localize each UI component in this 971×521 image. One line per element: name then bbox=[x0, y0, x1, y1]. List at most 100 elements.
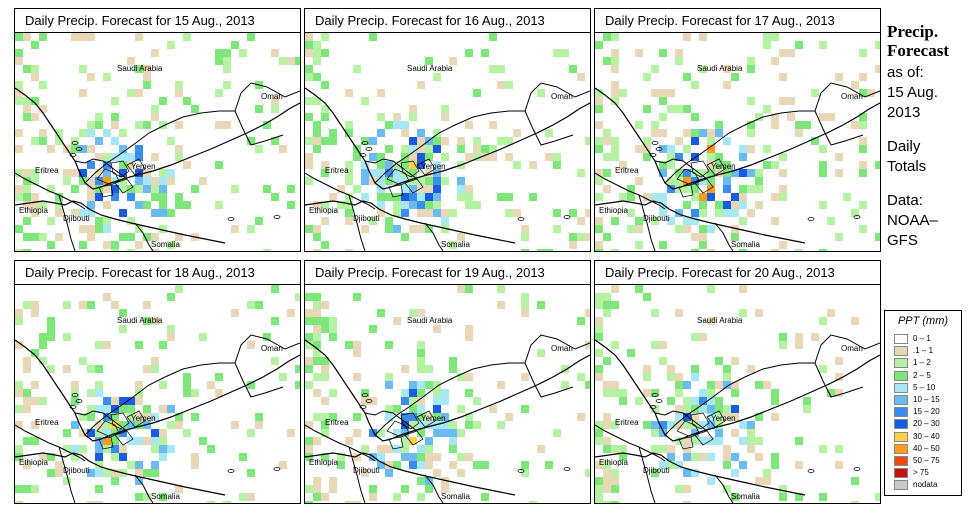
precip-cell bbox=[401, 145, 409, 153]
precip-cell bbox=[191, 185, 199, 193]
precip-cell bbox=[15, 421, 23, 429]
precip-cell bbox=[15, 89, 23, 97]
precip-cell bbox=[401, 161, 409, 169]
precip-cell bbox=[449, 437, 457, 445]
precip-cell bbox=[595, 121, 603, 129]
precip-cell bbox=[159, 97, 167, 105]
precip-cell bbox=[167, 209, 175, 217]
precip-cell bbox=[577, 373, 585, 381]
precip-cell bbox=[585, 469, 590, 477]
precip-cell bbox=[313, 325, 321, 333]
precip-cell bbox=[361, 177, 369, 185]
legend-label: 40 – 50 bbox=[913, 443, 940, 453]
country-border bbox=[638, 194, 656, 251]
precip-cell bbox=[151, 461, 159, 469]
precip-cell bbox=[763, 381, 771, 389]
precip-cell bbox=[595, 97, 603, 105]
precip-cell bbox=[545, 153, 553, 161]
precip-cell bbox=[425, 145, 433, 153]
precip-cell bbox=[15, 57, 23, 65]
precip-cell bbox=[321, 137, 329, 145]
precip-cell bbox=[473, 201, 481, 209]
precip-cell bbox=[95, 113, 103, 121]
precip-cell bbox=[385, 405, 393, 413]
precip-cell bbox=[747, 97, 755, 105]
precip-cell bbox=[595, 349, 603, 357]
precip-cell bbox=[763, 161, 771, 169]
precip-cell bbox=[585, 233, 590, 241]
precip-cell bbox=[409, 453, 417, 461]
precip-cell bbox=[271, 49, 279, 57]
governorate-border bbox=[676, 420, 700, 438]
precip-cell bbox=[417, 129, 425, 137]
legend-item: 15 – 20 bbox=[885, 406, 961, 418]
precip-cell bbox=[723, 81, 731, 89]
precip-cell bbox=[851, 81, 859, 89]
precip-cell bbox=[39, 105, 47, 113]
precip-cell bbox=[595, 325, 603, 333]
precip-cell bbox=[167, 169, 175, 177]
precip-cell bbox=[119, 185, 127, 193]
precip-cell bbox=[71, 421, 79, 429]
precip-cell bbox=[127, 185, 135, 193]
precip-cell bbox=[15, 225, 23, 233]
precip-cell bbox=[151, 317, 159, 325]
precip-cell bbox=[651, 309, 659, 317]
precip-cell bbox=[167, 177, 175, 185]
precip-cell bbox=[23, 217, 31, 225]
country-border bbox=[664, 362, 815, 436]
precip-cell bbox=[377, 113, 385, 121]
precip-cell bbox=[561, 381, 569, 389]
precip-cell bbox=[313, 477, 321, 485]
precip-cell bbox=[15, 317, 23, 325]
country-border bbox=[524, 82, 590, 112]
governorate-border bbox=[114, 430, 134, 446]
precip-cell bbox=[675, 57, 683, 65]
precip-cell bbox=[425, 381, 433, 389]
precip-cell bbox=[683, 33, 691, 41]
precip-cell bbox=[441, 397, 449, 405]
precip-cell bbox=[739, 201, 747, 209]
country-label-yemen: Yemen bbox=[711, 414, 736, 423]
country-label-saudi-arabia: Saudi Arabia bbox=[697, 64, 743, 73]
legend-label: > 75 bbox=[913, 468, 929, 478]
precip-cell bbox=[731, 209, 739, 217]
precip-cell bbox=[207, 501, 215, 503]
precip-cell bbox=[795, 437, 803, 445]
governorate-border bbox=[110, 412, 130, 430]
precip-cell bbox=[457, 405, 465, 413]
precip-cell bbox=[417, 341, 425, 349]
precip-cell bbox=[441, 177, 449, 185]
precip-cell bbox=[795, 461, 803, 469]
legend-swatch bbox=[894, 346, 908, 357]
precip-cell bbox=[595, 169, 603, 177]
precip-cell bbox=[23, 201, 31, 209]
precip-cells bbox=[595, 33, 880, 251]
precip-cell bbox=[183, 97, 191, 105]
precip-cell bbox=[417, 477, 425, 485]
coastline bbox=[15, 339, 300, 442]
precip-cell bbox=[409, 185, 417, 193]
precip-cell bbox=[779, 341, 787, 349]
precip-cell bbox=[159, 201, 167, 209]
precip-cell bbox=[87, 225, 95, 233]
precip-cell bbox=[611, 445, 619, 453]
precip-cell bbox=[313, 129, 321, 137]
precip-cell bbox=[119, 325, 127, 333]
precip-cell bbox=[707, 389, 715, 397]
precip-cell bbox=[263, 121, 271, 129]
precip-cell bbox=[433, 161, 441, 169]
precip-cell bbox=[151, 209, 159, 217]
precip-cell bbox=[611, 137, 619, 145]
precip-cell bbox=[313, 317, 321, 325]
precip-cell bbox=[95, 153, 103, 161]
precip-cell bbox=[667, 153, 675, 161]
country-label-eritrea: Eritrea bbox=[35, 166, 59, 175]
precip-cell bbox=[369, 177, 377, 185]
precip-cell bbox=[667, 461, 675, 469]
precip-cell bbox=[787, 97, 795, 105]
precip-cell bbox=[55, 461, 63, 469]
precip-cell bbox=[473, 461, 481, 469]
precip-cell bbox=[143, 365, 151, 373]
precip-cell bbox=[135, 185, 143, 193]
